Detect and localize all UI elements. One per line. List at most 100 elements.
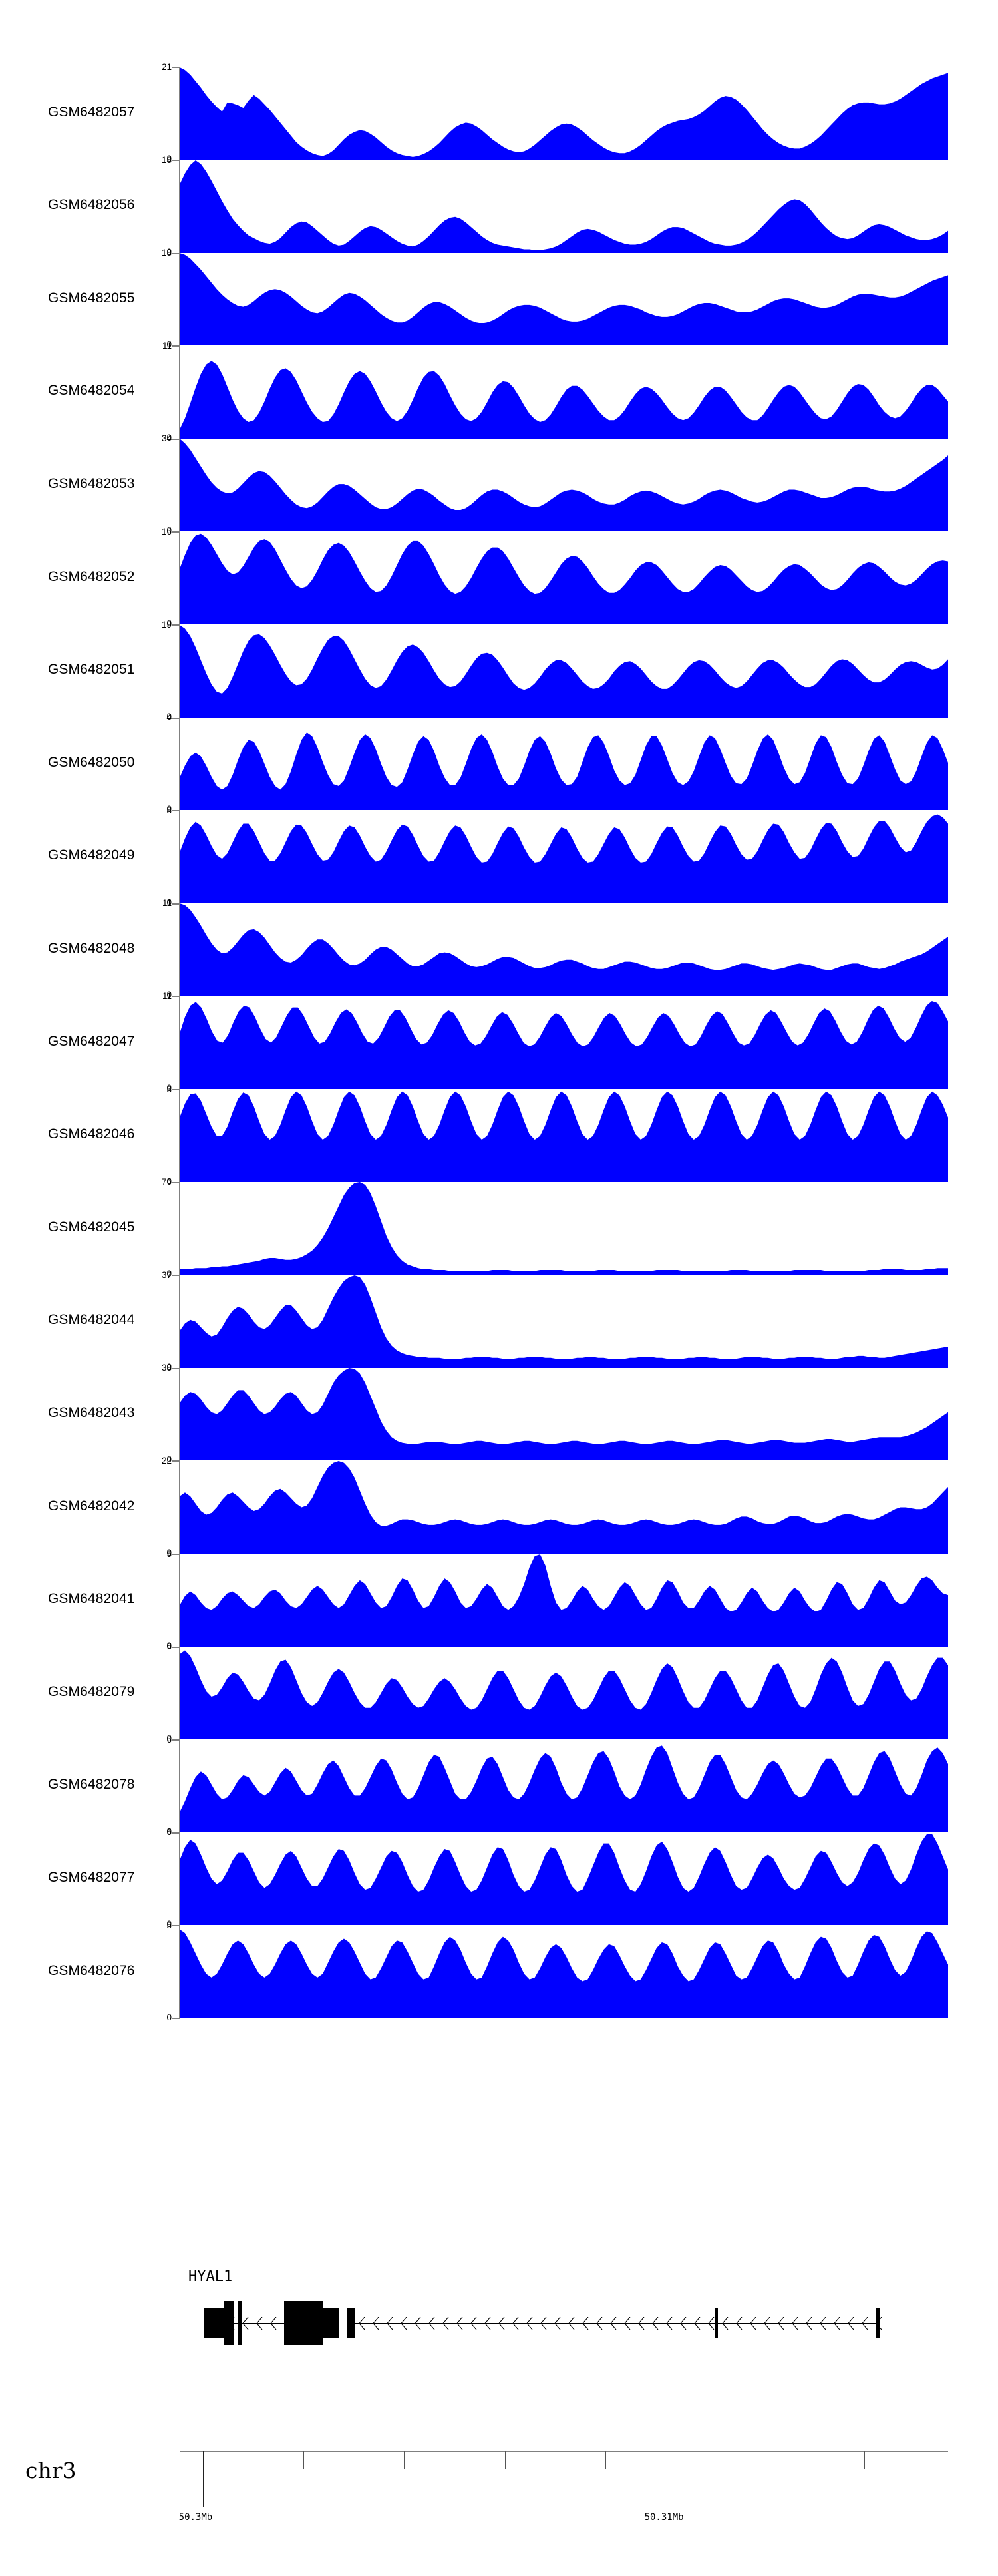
axis-major-tick xyxy=(202,2451,204,2507)
axis-spine xyxy=(179,1275,180,1368)
strand-arrow-icon xyxy=(456,2316,463,2330)
axis-tick-label: 50.31Mb xyxy=(644,2512,684,2523)
strand-arrow-icon xyxy=(373,2316,379,2330)
strand-arrow-icon xyxy=(470,2316,477,2330)
track-axis-max-label: 37 xyxy=(161,1269,172,1280)
exon-block xyxy=(322,2308,339,2338)
track-axis-min-label: 0 xyxy=(166,246,172,257)
track-sample-label: GSM6482051 xyxy=(48,662,135,678)
track-axis-max-label: 18 xyxy=(161,248,172,258)
track-sample-label: GSM6482052 xyxy=(48,568,135,584)
strand-arrow-icon xyxy=(638,2316,645,2330)
axis-top-tick xyxy=(172,1832,180,1834)
axis-spine xyxy=(179,253,180,346)
track-sample-label: GSM6482048 xyxy=(48,940,135,956)
coverage-area-plot xyxy=(180,439,948,532)
strand-arrow-icon xyxy=(624,2316,631,2330)
coverage-area-plot xyxy=(180,1740,948,1832)
coverage-area-plot xyxy=(180,1647,948,1740)
track-sample-label: GSM6482043 xyxy=(48,1404,135,1420)
track-sample-label: GSM6482053 xyxy=(48,475,135,491)
track-axis-max-label: 34 xyxy=(161,433,172,444)
track-sample-label: GSM6482076 xyxy=(48,1962,135,1978)
strand-arrow-icon xyxy=(242,2316,249,2330)
track-axis-max-label: 22 xyxy=(161,1456,172,1466)
axis-top-tick xyxy=(172,1182,180,1183)
strand-arrow-icon xyxy=(834,2316,840,2330)
strand-arrow-icon xyxy=(568,2316,575,2330)
exon-block xyxy=(204,2308,224,2338)
strand-arrow-icon xyxy=(862,2316,868,2330)
strand-arrow-icon xyxy=(526,2316,533,2330)
axis-top-tick xyxy=(172,1554,180,1555)
strand-arrow-icon xyxy=(359,2316,365,2330)
axis-top-tick xyxy=(172,1461,180,1462)
track-sample-label: GSM6482041 xyxy=(48,1591,135,1607)
axis-minor-tick xyxy=(504,2451,506,2469)
coverage-area-plot xyxy=(180,1926,948,2018)
track-axis-min-label: 0 xyxy=(166,1826,172,1836)
track-sample-label: GSM6482077 xyxy=(48,1869,135,1885)
coverage-area-plot xyxy=(180,1090,948,1182)
track-axis-max-label: 19 xyxy=(161,619,172,630)
track-axis-min-label: 0 xyxy=(166,1269,172,1279)
coordinate-axis-line xyxy=(180,2451,948,2452)
exon-block xyxy=(346,2308,355,2338)
track-axis-min-label: 0 xyxy=(166,1083,172,1093)
axis-tick-label: 50.3Mb xyxy=(178,2512,213,2523)
track-axis-max-label: 5 xyxy=(166,1920,172,1930)
track-axis-min-label: 0 xyxy=(166,1919,172,1930)
axis-spine xyxy=(179,532,180,624)
coverage-area-plot xyxy=(180,1275,948,1368)
axis-spine xyxy=(179,996,180,1089)
strand-arrow-icon xyxy=(680,2316,687,2330)
strand-arrow-icon xyxy=(512,2316,519,2330)
track-axis-max-label: 4 xyxy=(166,712,172,723)
track-sample-label: GSM6482056 xyxy=(48,197,135,213)
axis-spine xyxy=(179,903,180,996)
intron-line xyxy=(353,2323,880,2324)
strand-arrow-icon xyxy=(778,2316,784,2330)
track-axis-max-label: 8 xyxy=(166,805,172,815)
track-axis-min-label: 0 xyxy=(166,525,172,536)
strand-arrow-icon xyxy=(387,2316,393,2330)
axis-top-tick xyxy=(172,532,180,533)
strand-arrow-icon xyxy=(806,2316,812,2330)
coverage-area-plot xyxy=(180,996,948,1089)
axis-spine xyxy=(179,1739,180,1832)
axis-top-tick xyxy=(172,160,180,161)
track-axis-min-label: 0 xyxy=(166,1640,172,1651)
track-axis-max-label: 38 xyxy=(161,1363,172,1373)
strand-arrow-icon xyxy=(820,2316,826,2330)
track-axis-max-label: 6 xyxy=(166,1641,172,1652)
track-axis-max-label: 3 xyxy=(166,1084,172,1094)
exon-block xyxy=(238,2301,242,2345)
track-axis-min-label: 0 xyxy=(166,2012,172,2022)
exon-block xyxy=(284,2301,323,2345)
axis-top-tick xyxy=(172,1275,180,1277)
track-axis-max-label: 76 xyxy=(161,1177,172,1187)
strand-arrow-icon xyxy=(484,2316,491,2330)
track-axis-max-label: 11 xyxy=(162,991,172,1001)
axis-minor-tick xyxy=(605,2451,606,2469)
track-axis-min-label: 0 xyxy=(166,339,172,350)
axis-minor-tick xyxy=(404,2451,405,2469)
track-axis-min-label: 0 xyxy=(166,432,172,443)
track-axis-min-label: 0 xyxy=(166,1733,172,1744)
axis-spine xyxy=(179,624,180,718)
coverage-area-plot xyxy=(180,532,948,624)
intron-line xyxy=(222,2323,286,2324)
strand-arrow-icon xyxy=(764,2316,770,2330)
exon-block xyxy=(714,2308,719,2338)
axis-top-tick xyxy=(172,903,180,905)
strand-arrow-icon xyxy=(708,2316,715,2330)
axis-spine xyxy=(179,67,180,160)
axis-top-tick xyxy=(172,624,180,626)
track-sample-label: GSM6482042 xyxy=(48,1498,135,1514)
axis-top-tick xyxy=(172,1739,180,1741)
axis-spine xyxy=(179,1926,180,2018)
track-sample-label: GSM6482050 xyxy=(48,754,135,770)
strand-arrow-icon xyxy=(415,2316,421,2330)
coverage-area-plot xyxy=(180,1554,948,1647)
